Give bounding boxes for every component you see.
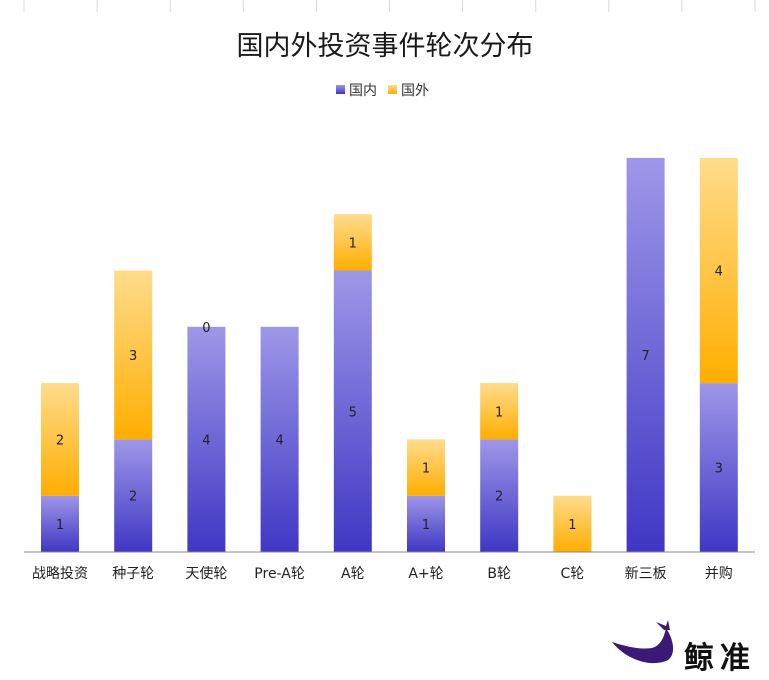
x-tick-label-8: 新三板 <box>625 566 667 582</box>
legend: 国内 国外 <box>336 83 429 99</box>
bar-domestic-5 <box>407 495 445 552</box>
x-tick-label-9: 并购 <box>705 566 733 582</box>
bar-domestic-0 <box>41 495 79 552</box>
x-tick-label-5: A+轮 <box>408 566 443 582</box>
legend-label-foreign: 国外 <box>401 83 429 99</box>
bar-foreign-7 <box>553 495 592 552</box>
bar-domestic-8 <box>626 157 665 552</box>
data-label-domestic-6: 2 <box>495 490 503 505</box>
brand-logo: 鲸准 <box>612 620 756 676</box>
whale-icon <box>612 628 674 664</box>
x-tick-label-2: 天使轮 <box>185 565 227 582</box>
bars-group <box>41 157 738 552</box>
legend-swatch-domestic <box>336 85 345 94</box>
x-tick-label-6: B轮 <box>487 566 511 582</box>
data-label-domestic-1: 2 <box>129 490 137 505</box>
bar-domestic-9 <box>699 383 738 552</box>
data-label-domestic-9: 3 <box>715 462 723 477</box>
legend-label-domestic: 国内 <box>349 83 377 99</box>
brand-name: 鲸准 <box>684 641 756 676</box>
data-label-foreign-9: 4 <box>715 265 723 280</box>
bar-foreign-1 <box>114 270 153 440</box>
top-grid-ticks <box>23 0 756 12</box>
x-tick-label-3: Pre-A轮 <box>254 566 305 582</box>
bar-domestic-6 <box>480 439 519 552</box>
data-label-foreign-1: 3 <box>129 349 137 364</box>
bar-domestic-2 <box>187 326 226 552</box>
bar-foreign-9 <box>699 157 738 384</box>
data-label-domestic-8: 7 <box>641 349 649 364</box>
chart-title: 国内外投资事件轮次分布 <box>237 31 534 62</box>
data-label-domestic-4: 5 <box>349 405 357 420</box>
data-label-domestic-0: 1 <box>56 518 64 533</box>
whale-tail-icon <box>656 620 670 630</box>
bar-foreign-5 <box>407 439 445 496</box>
legend-swatch-foreign <box>388 85 397 94</box>
x-tick-labels-group: 战略投资 种子轮 天使轮 Pre-A轮 A轮 A+轮 B轮 C轮 新三板 并购 <box>32 565 733 582</box>
bar-foreign-0 <box>41 383 79 496</box>
data-label-foreign-0: 2 <box>56 433 64 448</box>
data-label-domestic-3: 4 <box>275 433 283 448</box>
data-label-domestic-5: 1 <box>422 518 430 533</box>
x-tick-label-4: A轮 <box>341 566 365 582</box>
bar-foreign-6 <box>480 383 519 440</box>
x-tick-label-7: C轮 <box>561 566 585 582</box>
data-label-foreign-2: 0 <box>202 321 210 336</box>
data-label-foreign-6: 1 <box>495 405 503 420</box>
bar-domestic-4 <box>333 270 372 552</box>
data-label-foreign-4: 1 <box>349 236 357 251</box>
data-label-foreign-5: 1 <box>422 462 430 477</box>
bar-domestic-1 <box>114 439 153 552</box>
x-tick-label-0: 战略投资 <box>32 566 88 582</box>
bar-domestic-3 <box>260 326 299 552</box>
data-label-foreign-7: 1 <box>568 518 576 533</box>
data-label-domestic-2: 4 <box>202 433 210 448</box>
bar-foreign-4 <box>333 214 372 271</box>
x-tick-label-1: 种子轮 <box>112 566 154 582</box>
